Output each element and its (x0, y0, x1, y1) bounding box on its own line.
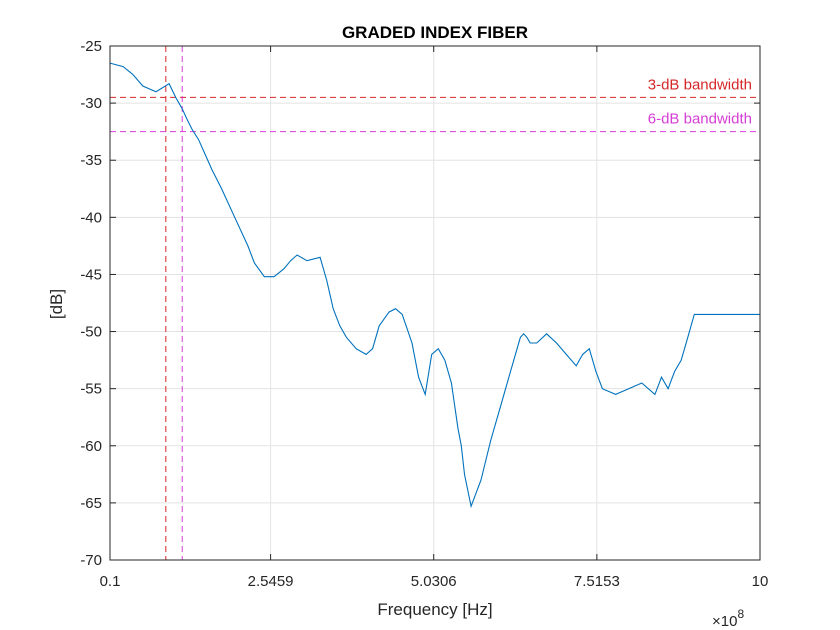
bandwidth-label: 3-dB bandwidth (648, 76, 752, 93)
x-exponent: ×108 (712, 607, 744, 630)
y-tick-label: -55 (80, 381, 102, 398)
series-line (109, 62, 760, 509)
tick-labels: 0.1 2.5459 5.0306 7.5153 10 -70 -65 -60 -55 -50 -4… (80, 38, 768, 590)
annotations: 3-dB bandwidth 6-dB bandwidth (648, 76, 752, 127)
series-group (109, 62, 760, 509)
chart-title: GRADED INDEX FIBER (342, 23, 528, 42)
y-tick-label: -60 (80, 438, 102, 455)
x-tick-label: 2.5459 (248, 573, 294, 590)
x-tick-label: 0.1 (100, 573, 121, 590)
plot-border (109, 45, 761, 561)
y-tick-label: -40 (80, 209, 102, 226)
bandwidth-label: 6-dB bandwidth (648, 111, 752, 128)
y-tick-label: -25 (80, 38, 102, 55)
x-tick-label: 5.0306 (411, 573, 457, 590)
y-tick-label: -30 (80, 95, 102, 112)
x-tick-label: 7.5153 (574, 573, 620, 590)
y-tick-label: -65 (80, 495, 102, 512)
y-tick-label: -35 (80, 152, 102, 169)
x-exponent-power: 8 (737, 607, 744, 621)
y-axis-label: [dB] (47, 289, 66, 319)
x-axis-label: Frequency [Hz] (377, 600, 492, 619)
x-tick-label: 10 (752, 573, 769, 590)
x-exponent-base: ×10 (712, 613, 737, 630)
y-tick-label: -50 (80, 324, 102, 341)
y-tick-label: -70 (80, 552, 102, 569)
bandwidth-reference-lines (110, 46, 760, 560)
y-tick-label: -45 (80, 266, 102, 283)
